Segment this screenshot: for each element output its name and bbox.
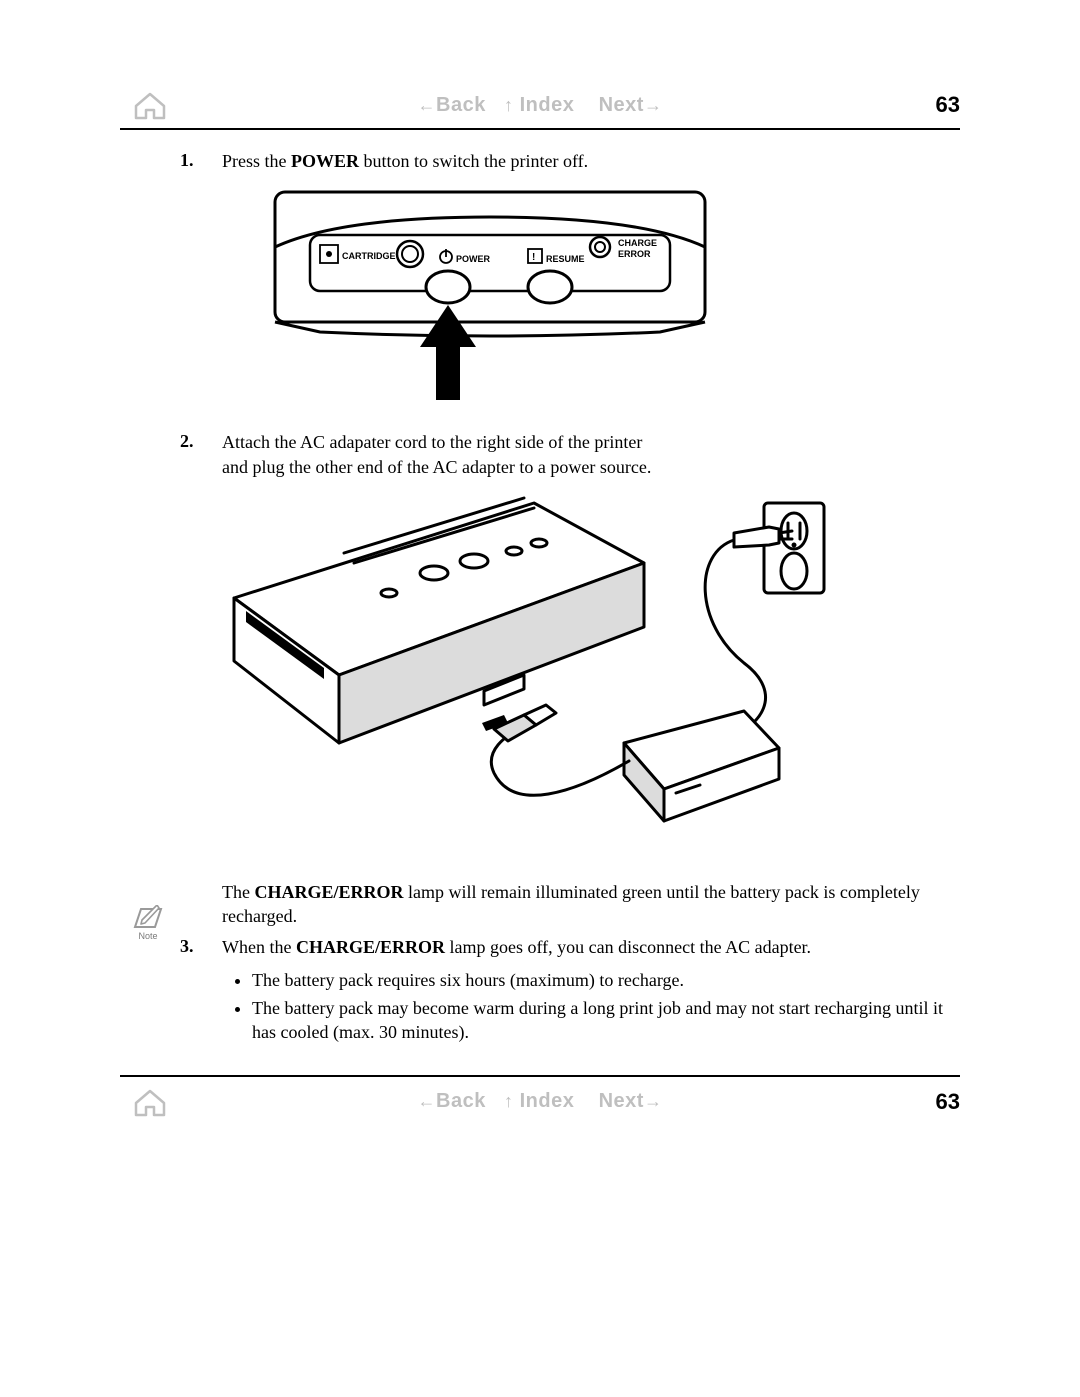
label-power: POWER bbox=[456, 254, 491, 264]
charge-note-bold: CHARGE/ERROR bbox=[254, 882, 403, 902]
figure-control-panel: CARTRIDGE POWER ! RESUME CHARGE ERROR bbox=[270, 187, 960, 407]
note-list: The battery pack requires six hours (max… bbox=[226, 968, 960, 1045]
step-3: 3. When the CHARGE/ERROR lamp goes off, … bbox=[180, 934, 960, 959]
page-number-bottom: 63 bbox=[900, 1089, 960, 1115]
note-icon: Note bbox=[128, 905, 168, 941]
navbar-bottom: ←Back ↑ Index Next→ 63 bbox=[120, 1087, 960, 1117]
next-link[interactable]: Next→ bbox=[599, 94, 663, 116]
note-label: Note bbox=[128, 931, 168, 941]
note-item-1: The battery pack requires six hours (max… bbox=[252, 968, 960, 992]
step-1: 1. Press the POWER button to switch the … bbox=[180, 148, 960, 173]
step-3-bold: CHARGE/ERROR bbox=[296, 937, 445, 957]
charge-note: The CHARGE/ERROR lamp will remain illumi… bbox=[222, 880, 960, 929]
step-1-pre: Press the bbox=[222, 151, 291, 171]
step-3-pre: When the bbox=[222, 937, 296, 957]
step-1-text: Press the POWER button to switch the pri… bbox=[222, 148, 588, 173]
page-number-top: 63 bbox=[900, 92, 960, 118]
back-link[interactable]: ←Back bbox=[418, 94, 486, 116]
label-error: ERROR bbox=[618, 249, 651, 259]
step-3-text: When the CHARGE/ERROR lamp goes off, you… bbox=[222, 934, 811, 959]
home-icon-bottom[interactable] bbox=[120, 1087, 180, 1117]
navbar-top: ←Back ↑ Index Next→ 63 bbox=[120, 90, 960, 120]
document-page: ←Back ↑ Index Next→ 63 1. Press the POWE… bbox=[0, 0, 1080, 1397]
step-1-bold: POWER bbox=[291, 151, 359, 171]
rule-bottom bbox=[120, 1075, 960, 1077]
label-charge: CHARGE bbox=[618, 238, 657, 248]
home-icon[interactable] bbox=[120, 90, 180, 120]
index-link[interactable]: ↑ Index bbox=[504, 94, 574, 116]
next-link-bottom[interactable]: Next→ bbox=[599, 1090, 663, 1112]
svg-text:!: ! bbox=[532, 252, 535, 263]
step-2-num: 2. bbox=[180, 429, 222, 453]
step-1-num: 1. bbox=[180, 148, 222, 172]
step-3-num: 3. bbox=[180, 934, 222, 958]
index-link-bottom[interactable]: ↑ Index bbox=[504, 1090, 574, 1112]
step-2: 2. Attach the AC adapater cord to the ri… bbox=[180, 429, 960, 479]
step-1-post: button to switch the printer off. bbox=[359, 151, 588, 171]
rule-top bbox=[120, 128, 960, 130]
note-item-2: The battery pack may become warm during … bbox=[252, 996, 960, 1045]
step-2-text: Attach the AC adapater cord to the right… bbox=[222, 429, 662, 479]
step-3-post: lamp goes off, you can disconnect the AC… bbox=[445, 937, 811, 957]
label-cartridge: CARTRIDGE bbox=[342, 251, 396, 261]
charge-note-pre: The bbox=[222, 882, 254, 902]
page-content: 1. Press the POWER button to switch the … bbox=[120, 148, 960, 1045]
nav-links: ←Back ↑ Index Next→ bbox=[180, 94, 900, 117]
label-resume: RESUME bbox=[546, 254, 585, 264]
back-link-bottom[interactable]: ←Back bbox=[418, 1090, 486, 1112]
figure-ac-adapter bbox=[224, 493, 960, 858]
nav-links-bottom: ←Back ↑ Index Next→ bbox=[180, 1090, 900, 1113]
